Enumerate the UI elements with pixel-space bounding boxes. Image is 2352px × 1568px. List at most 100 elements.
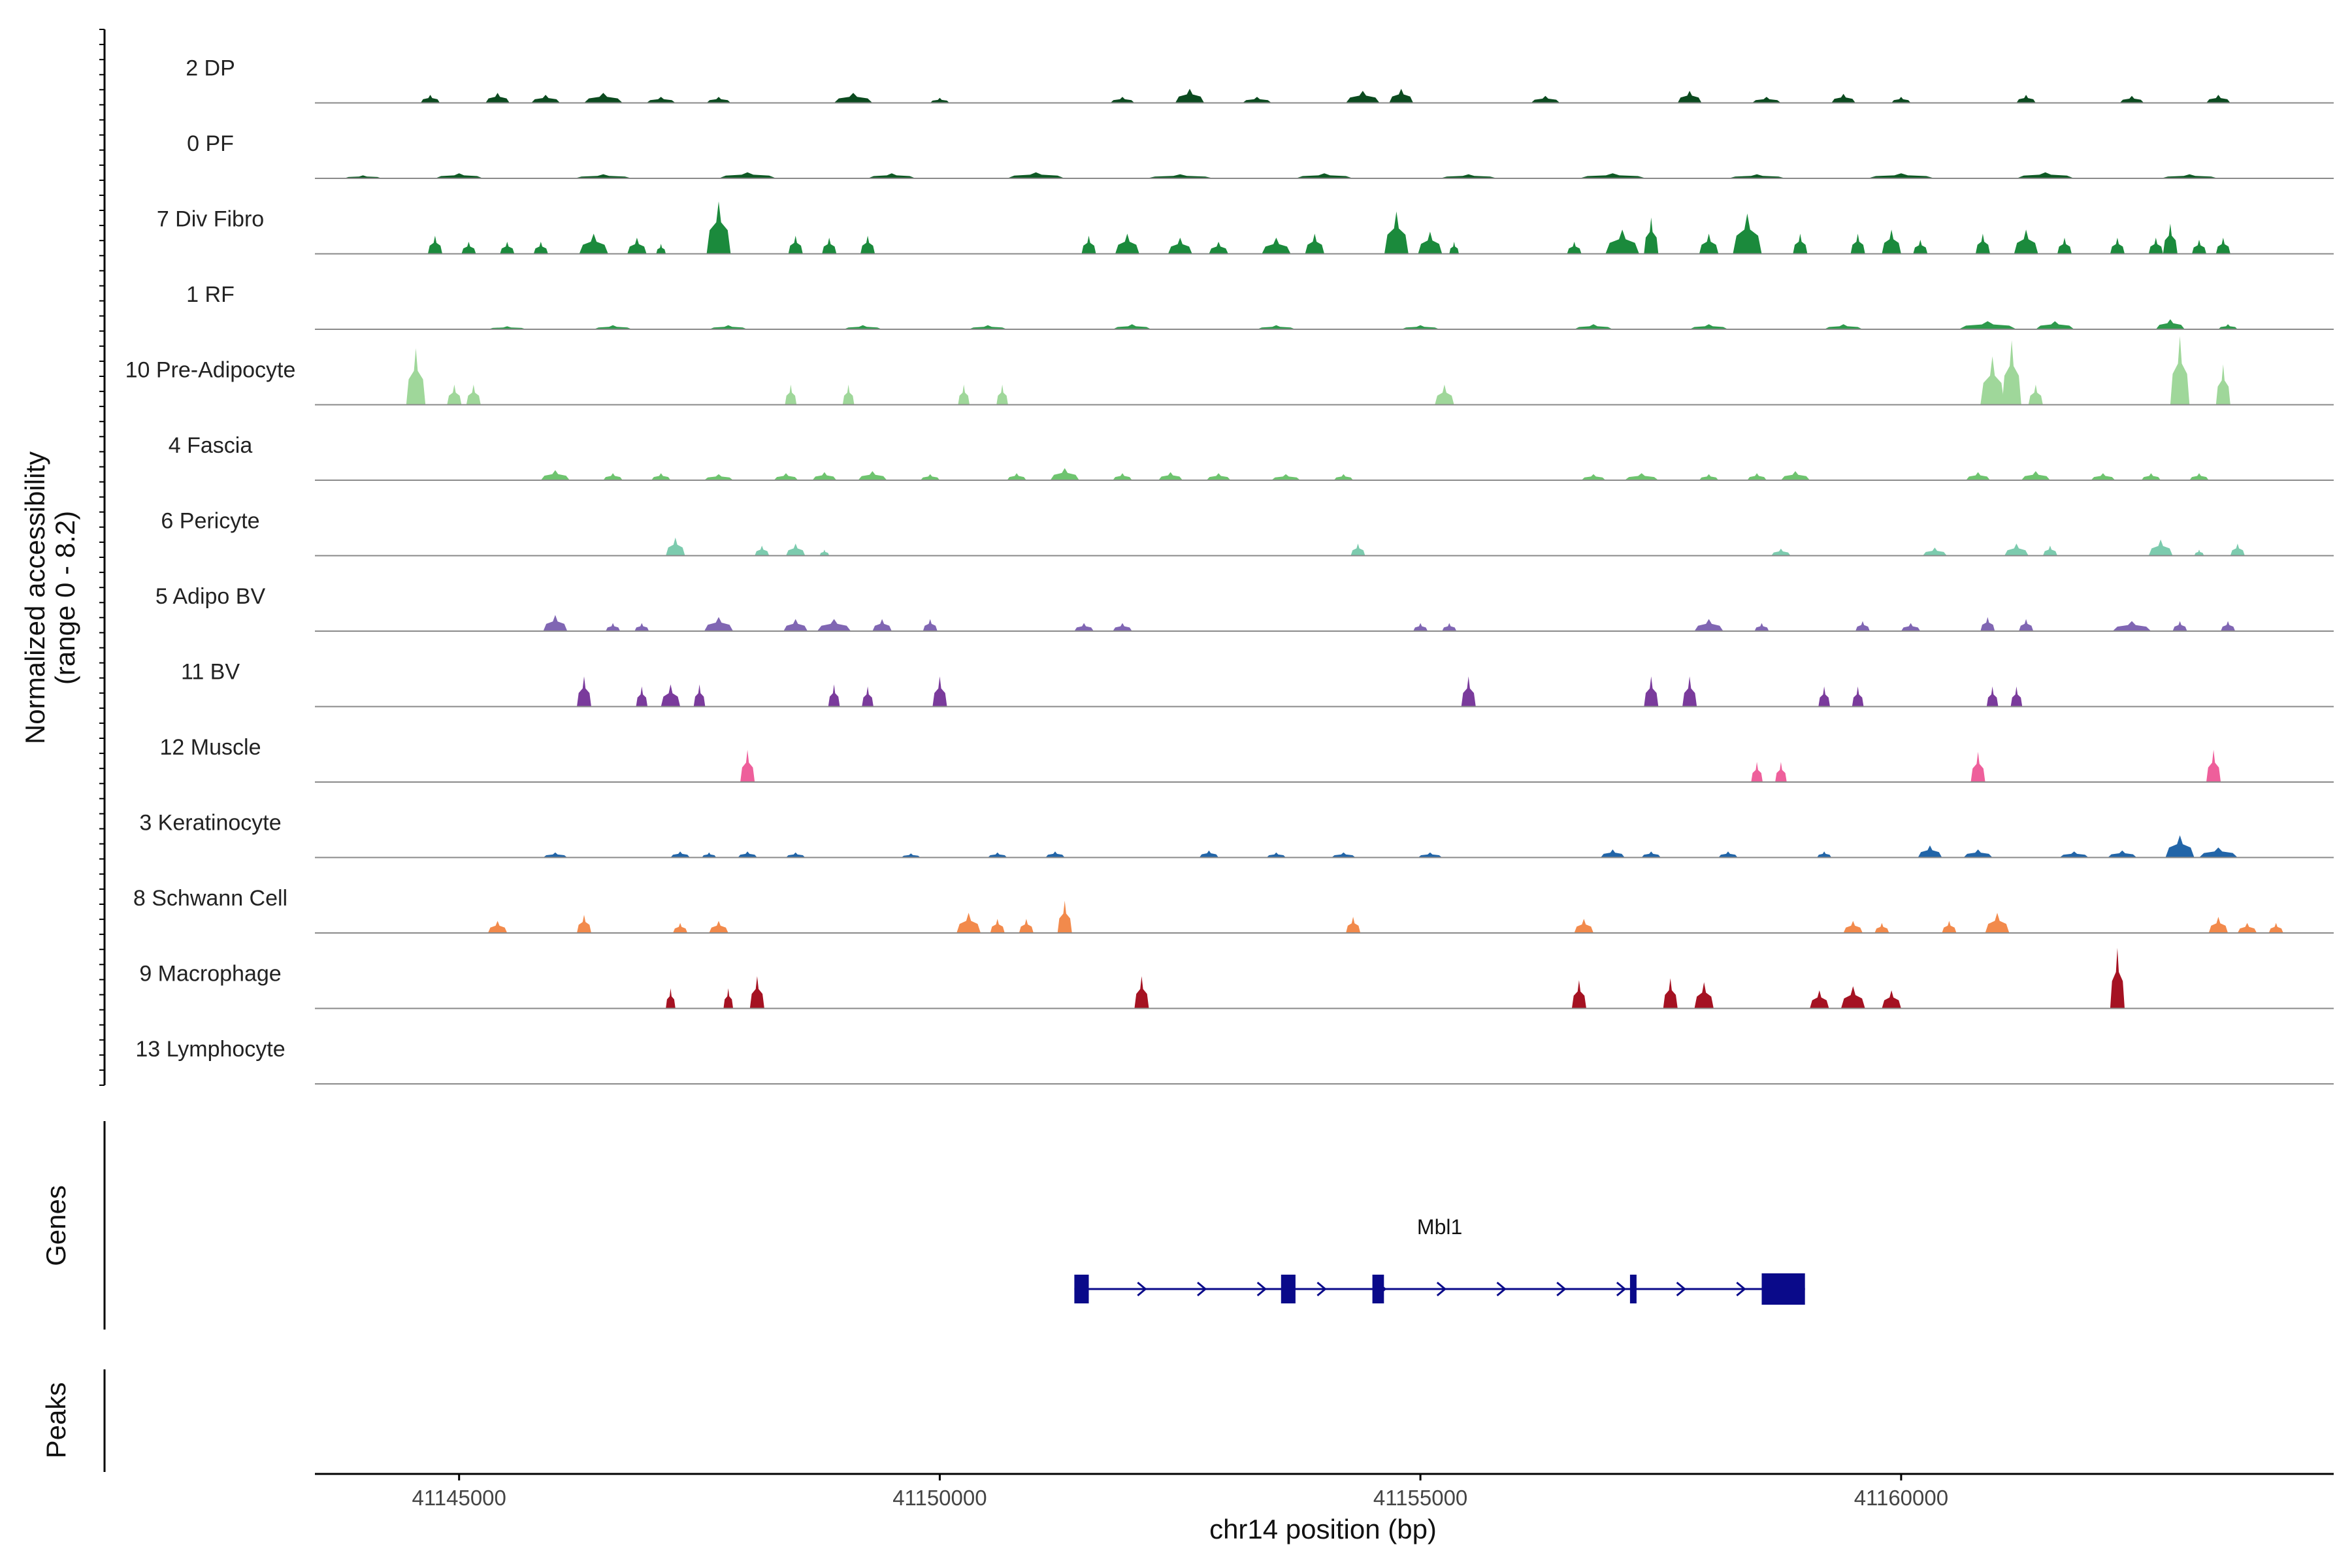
track-peak xyxy=(673,923,688,933)
track-peak xyxy=(1733,213,1762,254)
track-peak xyxy=(666,537,685,556)
track-peak xyxy=(1754,623,1769,631)
track-peak xyxy=(1346,91,1380,103)
track-label: 6 Pericyte xyxy=(161,509,259,534)
track-peak xyxy=(842,384,855,405)
x-tick-label: 41145000 xyxy=(412,1486,506,1510)
track-peak xyxy=(1442,623,1457,631)
track-peak xyxy=(1780,471,1810,480)
track-peak xyxy=(1113,623,1132,631)
track-peak xyxy=(434,173,483,178)
track-peak xyxy=(2035,321,2074,329)
track-peak xyxy=(1852,686,1864,707)
track-peak xyxy=(990,919,1005,933)
track-peak xyxy=(1818,686,1830,707)
gene-strand-arrow xyxy=(1616,1281,1627,1297)
track-peak xyxy=(1882,229,1901,254)
track-peak xyxy=(1050,468,1079,480)
track-peak xyxy=(2206,749,2221,782)
track-label: 9 Macrophage xyxy=(139,962,281,987)
track-peak xyxy=(988,852,1007,858)
track-peak xyxy=(1581,474,1606,480)
track-peak xyxy=(2010,686,2023,707)
track-peak xyxy=(1007,473,1026,480)
track-peak xyxy=(2218,324,2238,329)
track-peak xyxy=(2165,835,2195,858)
track-peak xyxy=(2170,336,2190,405)
track-peak xyxy=(704,617,734,631)
track-peak xyxy=(1771,548,1791,556)
track-peak xyxy=(2163,223,2178,254)
track-peak xyxy=(1206,473,1231,480)
track-label: 4 Fascia xyxy=(169,433,253,458)
track-peak xyxy=(487,326,527,329)
track-peak xyxy=(702,852,717,858)
gene-strand-arrow xyxy=(1256,1281,1267,1297)
track-peak xyxy=(1113,324,1152,329)
track-peak xyxy=(740,749,755,782)
track-peak xyxy=(1663,978,1678,1009)
track-peak xyxy=(932,676,947,707)
track-peak xyxy=(1913,239,1928,254)
track-peak xyxy=(1384,211,1409,254)
track-peak xyxy=(485,93,510,103)
track-peak xyxy=(1793,233,1808,254)
gene-strand-arrow xyxy=(1496,1281,1507,1297)
track-peak xyxy=(1578,173,1646,178)
track-peak xyxy=(1209,242,1228,254)
track-peak xyxy=(1850,233,1865,254)
track-peak xyxy=(603,473,623,480)
track-peak xyxy=(2057,237,2072,254)
track-peak xyxy=(406,348,426,405)
track-peak xyxy=(487,921,508,933)
track-peak xyxy=(2237,923,2257,933)
track-peak xyxy=(709,921,728,933)
genes-panel: Genes Mbl1 xyxy=(41,1121,1805,1330)
track-peak xyxy=(666,988,676,1009)
track-peak xyxy=(1168,237,1192,254)
track-peak xyxy=(1574,324,1613,329)
track-peak xyxy=(1413,623,1428,631)
x-axis: 41145000 41150000 41155000 41160000 xyxy=(315,1473,2334,1510)
track-peak xyxy=(1605,229,1639,254)
x-tick-label: 41150000 xyxy=(892,1486,987,1510)
track-peak xyxy=(1831,93,1855,103)
track-peak xyxy=(670,851,690,858)
gene-exon xyxy=(1761,1273,1805,1305)
track-peak xyxy=(651,473,671,480)
track-13: 9 Macrophage xyxy=(139,947,2334,1009)
track-peak xyxy=(1074,623,1094,631)
track-peak xyxy=(2002,340,2021,405)
track-peak xyxy=(834,93,873,103)
track-peak xyxy=(828,684,840,707)
track-peak xyxy=(1751,762,1763,782)
track-peak xyxy=(2148,237,2163,254)
track-peak xyxy=(774,473,798,480)
track-label: 13 Lymphocyte xyxy=(135,1037,285,1062)
track-peak xyxy=(500,242,515,254)
track-peak xyxy=(461,242,476,254)
track-peak xyxy=(1146,174,1214,178)
gene-exon xyxy=(1281,1275,1296,1303)
track-peak xyxy=(1942,921,1957,933)
left-axis xyxy=(99,29,106,1086)
track-9: 11 BV xyxy=(181,660,2334,708)
track-peak xyxy=(2110,947,2125,1009)
track-peak xyxy=(1728,174,1786,178)
track-peak xyxy=(1975,233,1990,254)
track-peak xyxy=(1601,849,1625,858)
track-14: 13 Lymphocyte xyxy=(135,1037,2334,1085)
track-peak xyxy=(968,325,1007,329)
track-label: 11 BV xyxy=(181,660,240,685)
track-peak xyxy=(956,913,981,933)
track-peak xyxy=(2004,544,2029,556)
track-peak xyxy=(1923,547,1947,556)
track-peak xyxy=(574,174,632,178)
track-peak xyxy=(1694,619,1723,631)
track-peak xyxy=(862,686,874,707)
track-peak xyxy=(1682,676,1697,707)
track-peak xyxy=(1874,923,1889,933)
track-peak xyxy=(2208,917,2229,933)
track-peak xyxy=(1959,321,2017,329)
track-peak xyxy=(738,851,757,858)
